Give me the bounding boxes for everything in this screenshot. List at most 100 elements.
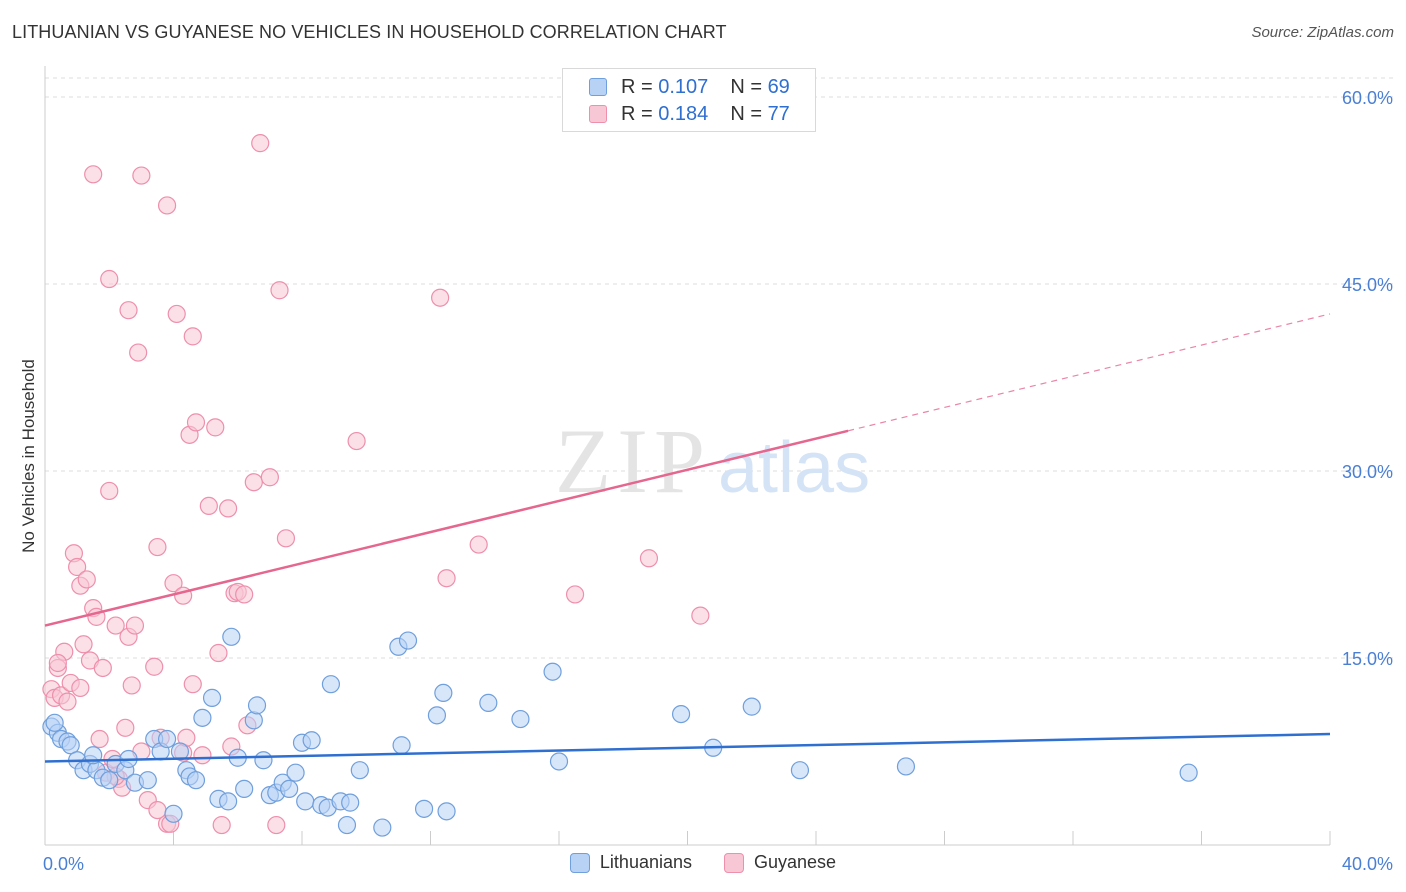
point-lithuanians (511, 709, 530, 729)
point-guyanese (206, 418, 225, 437)
point-lithuanians (100, 771, 119, 790)
point-guyanese (212, 815, 231, 835)
point-lithuanians (235, 779, 254, 799)
point-guyanese (193, 746, 212, 765)
series-lithuanians-points (42, 627, 1198, 837)
axes (44, 66, 1331, 846)
point-guyanese (93, 658, 112, 678)
point-lithuanians (254, 751, 273, 770)
point-guyanese (84, 165, 103, 184)
point-guyanese (77, 570, 96, 589)
y-tick-label: 30.0% (1342, 462, 1393, 482)
point-lithuanians (302, 731, 321, 750)
trend-line-guyanese (44, 429, 849, 627)
x-tick-label: 0.0% (43, 854, 84, 874)
point-guyanese (116, 718, 135, 737)
point-guyanese (48, 653, 67, 673)
point-lithuanians (186, 771, 206, 790)
trend-lines (44, 313, 1331, 763)
point-guyanese (251, 134, 270, 153)
point-lithuanians (671, 704, 691, 724)
point-guyanese (148, 800, 167, 820)
point-guyanese (469, 535, 488, 554)
series-legend: Lithuanians Guyanese (0, 852, 1406, 873)
point-lithuanians (549, 752, 569, 771)
legend-label-guyanese: Guyanese (754, 852, 837, 872)
point-guyanese (119, 301, 138, 320)
point-lithuanians (742, 697, 761, 716)
r-value: 0.184 (658, 102, 709, 125)
point-guyanese (199, 496, 218, 516)
n-label: N = (730, 102, 768, 125)
y-axis-label: No Vehicles in Household (19, 359, 38, 553)
point-guyanese (167, 304, 186, 324)
point-guyanese (186, 413, 206, 432)
point-guyanese (125, 616, 145, 635)
point-lithuanians (61, 736, 80, 755)
point-guyanese (132, 166, 151, 185)
point-lithuanians (222, 627, 241, 646)
point-lithuanians (296, 792, 315, 811)
point-lithuanians (219, 792, 238, 811)
point-guyanese (260, 468, 279, 487)
chart-title: LITHUANIAN VS GUYANESE NO VEHICLES IN HO… (12, 22, 727, 42)
point-lithuanians (350, 761, 369, 780)
point-lithuanians (437, 802, 456, 821)
point-guyanese (267, 815, 286, 835)
point-guyanese (68, 557, 87, 577)
point-guyanese (235, 585, 254, 604)
r-label: R = (621, 75, 659, 98)
n-value: 69 (767, 75, 790, 98)
n-label: N = (730, 75, 768, 98)
point-guyanese (270, 281, 289, 300)
point-lithuanians (193, 708, 212, 727)
x-tick-label: 40.0% (1342, 854, 1393, 874)
point-guyanese (437, 569, 456, 588)
point-guyanese (129, 343, 148, 362)
point-guyanese (639, 549, 659, 568)
point-lithuanians (790, 761, 810, 780)
legend-item-lithuanians: Lithuanians (569, 852, 692, 873)
point-guyanese (58, 692, 77, 711)
y-tick-label: 60.0% (1342, 88, 1393, 108)
point-lithuanians (45, 713, 64, 732)
legend-swatch-lithuanians (589, 78, 607, 96)
point-guyanese (209, 643, 228, 663)
trend-line-lithuanians (44, 732, 1331, 763)
point-guyanese (347, 431, 366, 451)
y-tick-label: 45.0% (1342, 275, 1393, 295)
watermark-atlas: atlas (718, 428, 870, 508)
legend-swatch-guyanese (589, 105, 607, 123)
point-guyanese (219, 499, 238, 518)
point-guyanese (157, 196, 177, 215)
point-lithuanians (164, 804, 183, 823)
point-guyanese (90, 729, 109, 749)
point-lithuanians (170, 742, 190, 761)
point-lithuanians (479, 693, 498, 712)
r-value: 0.107 (658, 75, 709, 98)
point-lithuanians (337, 815, 357, 835)
stats-legend-row-lithuanians: R = 0.107 N = 69 (589, 75, 790, 99)
legend-swatch-guyanese (724, 852, 744, 873)
trend-line-extension-guyanese (847, 313, 1331, 432)
point-lithuanians (321, 675, 341, 694)
stats-legend-row-guyanese: R = 0.184 N = 77 (589, 102, 790, 126)
point-guyanese (100, 269, 119, 289)
point-lithuanians (202, 688, 222, 707)
point-lithuanians (392, 736, 411, 755)
watermark: ZIP atlas (555, 410, 870, 512)
point-lithuanians (138, 771, 157, 790)
point-lithuanians (896, 757, 916, 776)
point-guyanese (71, 678, 90, 698)
point-guyanese (276, 529, 296, 548)
point-guyanese (244, 473, 263, 492)
point-guyanese (100, 481, 119, 501)
gridlines (45, 77, 1395, 659)
point-guyanese (164, 574, 183, 593)
point-guyanese (691, 606, 710, 625)
point-lithuanians (247, 696, 267, 715)
point-lithuanians (286, 763, 305, 782)
r-label: R = (621, 102, 659, 125)
point-guyanese (74, 635, 93, 654)
